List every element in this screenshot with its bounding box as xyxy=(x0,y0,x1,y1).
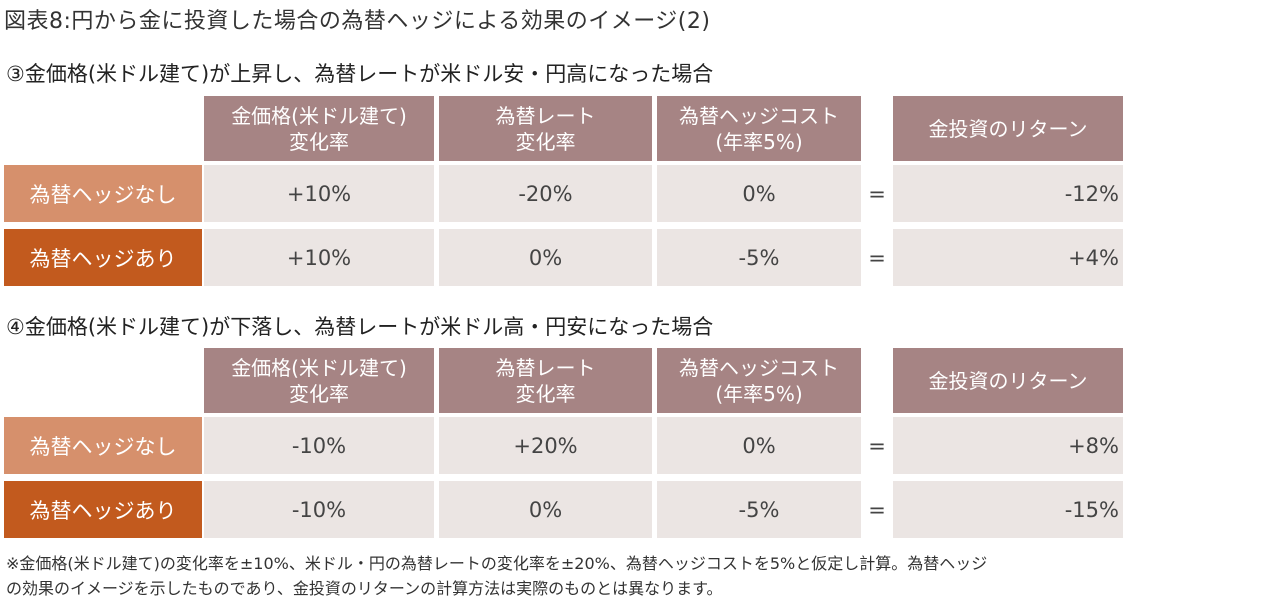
header-gold-change-line2: 変化率 xyxy=(289,381,349,406)
header-hedge-cost-line1: 為替ヘッジコスト xyxy=(679,355,839,380)
equals-sign: = xyxy=(868,181,886,206)
header-gold-change-line2: 変化率 xyxy=(289,129,349,154)
cell-hedge-cost: -5% xyxy=(657,229,861,286)
equals-sign: = xyxy=(868,433,886,458)
cell-hedge-cost: 0% xyxy=(657,165,861,222)
header-fx-change-line2: 変化率 xyxy=(515,381,576,406)
section-title-4: ④金価格(米ドル建て)が下落し、為替レートが米ドル高・円安になった場合 xyxy=(6,315,714,339)
cell-gold-change: +10% xyxy=(204,229,434,286)
footnote-line1: ※金価格(米ドル建て)の変化率を±10%、米ドル・円の為替レートの変化率を±20… xyxy=(6,554,988,573)
row-label-no-hedge: 為替ヘッジなし xyxy=(4,165,202,222)
header-fx-change: 為替レート 変化率 xyxy=(439,348,652,413)
footnote-line2: の効果のイメージを示したものであり、金投資のリターンの計算方法は実際のものとは異… xyxy=(6,579,723,598)
header-gold-change: 金価格(米ドル建て) 変化率 xyxy=(204,96,434,161)
header-hedge-cost: 為替ヘッジコスト (年率5%) xyxy=(657,348,861,413)
row-label-with-hedge: 為替ヘッジあり xyxy=(4,481,202,538)
equals-sign: = xyxy=(868,497,886,522)
cell-return: -15% xyxy=(893,481,1123,538)
header-fx-change-line1: 為替レート xyxy=(495,355,596,380)
header-fx-change-line1: 為替レート xyxy=(495,103,596,128)
cell-return: +4% xyxy=(893,229,1123,286)
equals-sign: = xyxy=(868,245,886,270)
cell-fx-change: 0% xyxy=(439,481,652,538)
header-return: 金投資のリターン xyxy=(893,96,1123,161)
footnote: ※金価格(米ドル建て)の変化率を±10%、米ドル・円の為替レートの変化率を±20… xyxy=(6,551,1186,601)
figure-title: 図表8:円から金に投資した場合の為替ヘッジによる効果のイメージ(2) xyxy=(4,9,711,34)
cell-fx-change: +20% xyxy=(439,417,652,474)
header-hedge-cost-line1: 為替ヘッジコスト xyxy=(679,103,839,128)
header-hedge-cost-line2: (年率5%) xyxy=(715,129,803,154)
cell-hedge-cost: 0% xyxy=(657,417,861,474)
header-gold-change-line1: 金価格(米ドル建て) xyxy=(231,355,407,380)
header-return: 金投資のリターン xyxy=(893,348,1123,413)
cell-fx-change: -20% xyxy=(439,165,652,222)
cell-return: +8% xyxy=(893,417,1123,474)
header-hedge-cost: 為替ヘッジコスト (年率5%) xyxy=(657,96,861,161)
header-fx-change: 為替レート 変化率 xyxy=(439,96,652,161)
row-label-with-hedge: 為替ヘッジあり xyxy=(4,229,202,286)
header-gold-change-line1: 金価格(米ドル建て) xyxy=(231,103,407,128)
section-title-3: ③金価格(米ドル建て)が上昇し、為替レートが米ドル安・円高になった場合 xyxy=(6,62,714,86)
cell-fx-change: 0% xyxy=(439,229,652,286)
row-label-no-hedge: 為替ヘッジなし xyxy=(4,417,202,474)
cell-gold-change: -10% xyxy=(204,417,434,474)
cell-gold-change: -10% xyxy=(204,481,434,538)
cell-return: -12% xyxy=(893,165,1123,222)
header-fx-change-line2: 変化率 xyxy=(515,129,576,154)
header-gold-change: 金価格(米ドル建て) 変化率 xyxy=(204,348,434,413)
header-hedge-cost-line2: (年率5%) xyxy=(715,381,803,406)
cell-gold-change: +10% xyxy=(204,165,434,222)
cell-hedge-cost: -5% xyxy=(657,481,861,538)
